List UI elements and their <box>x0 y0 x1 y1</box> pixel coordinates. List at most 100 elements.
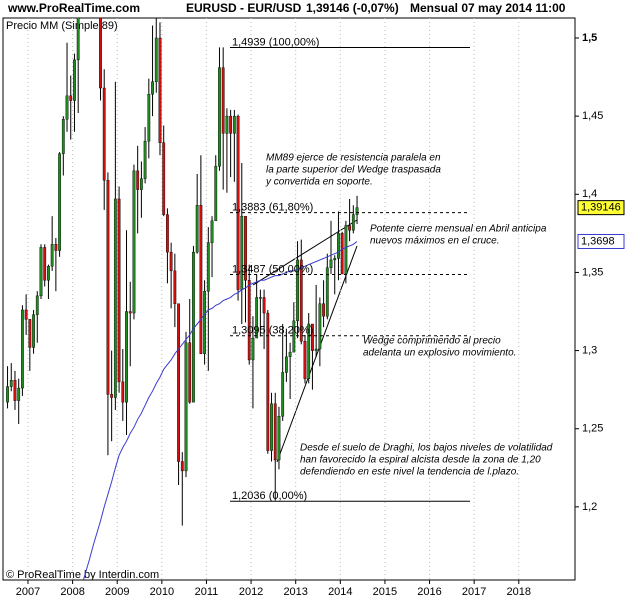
x-tick-label: 2017 <box>462 586 486 598</box>
site: www.ProRealTime.com <box>7 1 140 15</box>
annotation: y convertida en soporte. <box>265 177 373 188</box>
price-tag-label: 1,3698 <box>581 235 615 247</box>
annotation: nuevos máximos en el cruce. <box>370 236 500 247</box>
candle-body <box>32 314 35 348</box>
x-tick-label: 2010 <box>150 586 174 598</box>
candle-body <box>61 119 65 154</box>
candle-body <box>318 303 322 350</box>
candle-body <box>184 342 188 472</box>
candle-body <box>273 403 277 461</box>
x-tick-label: 2011 <box>195 586 219 598</box>
candle-body <box>110 394 114 398</box>
candle-body <box>162 142 166 215</box>
candle-body <box>232 115 236 134</box>
annotation: Desde el suelo de Draghi, los bajos nive… <box>300 443 553 454</box>
candle-body <box>325 267 329 317</box>
candle-body <box>169 251 173 272</box>
candle-body <box>125 311 128 403</box>
x-tick-label: 2014 <box>328 586 352 598</box>
x-tick-label: 2015 <box>373 586 397 598</box>
candle-body <box>355 207 359 215</box>
candle-body <box>73 59 76 101</box>
candle-body <box>344 225 348 275</box>
candle-body <box>284 356 288 373</box>
x-tick-label: 2013 <box>283 586 307 598</box>
candle-body <box>210 220 214 243</box>
legend-price: Precio <box>6 20 37 32</box>
candle-body <box>251 337 255 361</box>
annotation: Potente cierre mensual en Abril anticipa <box>370 224 547 235</box>
level-label: 1,2036 (0,00%) <box>232 490 307 502</box>
candle-body <box>65 95 69 120</box>
wedge <box>252 219 358 463</box>
candle-body <box>58 153 61 251</box>
annotation: defendiendo en este nivel la tendencia d… <box>300 467 519 478</box>
candle-body <box>225 115 229 134</box>
candle-body <box>329 259 333 268</box>
level-label: 1,4939 (100,00%) <box>232 36 319 48</box>
candle-body <box>214 165 218 222</box>
candle-body <box>76 18 80 61</box>
candle-body <box>351 214 355 231</box>
x-tick-label: 2008 <box>60 586 84 598</box>
candle-body <box>288 351 292 358</box>
annotation: han favorecido la espiral alcista desde … <box>300 455 541 466</box>
candle-body <box>147 94 151 142</box>
footer: © ProRealTime by Interdin.com <box>6 569 159 581</box>
y-tick-label: 1,2 <box>582 501 597 513</box>
price-tag-label: 1,39146 <box>581 202 621 214</box>
candle-body <box>292 320 296 353</box>
candle-body <box>35 295 39 315</box>
candle-body <box>247 280 251 361</box>
candle-body <box>106 180 110 395</box>
candle-body <box>24 309 28 320</box>
period: Mensual 07 may 2014 11:00 <box>410 1 566 15</box>
candle-body <box>39 247 43 297</box>
wedge-upper <box>252 219 358 286</box>
ma-line <box>82 241 358 580</box>
candle-body <box>340 233 344 275</box>
x-tick-label: 2007 <box>16 586 40 598</box>
candle-body <box>43 247 47 281</box>
x-tick-label: 2018 <box>507 586 531 598</box>
candle-body <box>333 258 337 261</box>
candle-body <box>322 303 325 317</box>
candle-body <box>337 233 340 259</box>
annotation: la parte superior del Wedge traspasada <box>266 165 441 176</box>
candle-body <box>47 265 50 281</box>
instrument: EURUSD - EUR/USD <box>186 1 302 15</box>
y-tick-label: 1,45 <box>582 110 603 122</box>
candle-body <box>299 259 303 342</box>
price-tag <box>577 200 625 216</box>
candle-body <box>221 67 225 134</box>
candle-body <box>21 309 24 389</box>
candle-body <box>117 198 121 383</box>
candle-body <box>102 87 106 181</box>
annotation: MM89 ejerce de resistencia paralela en <box>266 153 441 164</box>
candle-body <box>281 372 285 417</box>
candle-body <box>229 115 233 134</box>
candle-body <box>195 205 199 253</box>
candle-body <box>13 380 17 401</box>
x-tick-label: 2016 <box>417 586 441 598</box>
y-tick-label: 1,4 <box>582 188 597 200</box>
candle-body <box>6 386 9 403</box>
candle-body <box>307 323 311 379</box>
x-tick-label: 2009 <box>105 586 129 598</box>
level-label: 1,3095 (38,20%) <box>232 325 313 337</box>
candle-body <box>50 244 54 267</box>
annotation: Wedge comprimiendo al precio <box>363 336 501 347</box>
candle-body <box>348 225 352 231</box>
candle-body <box>128 311 132 314</box>
plot-area <box>2 17 576 581</box>
candle-body <box>270 403 273 451</box>
candle-body <box>177 303 180 462</box>
candle-body <box>218 67 221 167</box>
candle-body <box>303 340 307 379</box>
candle-body <box>244 215 247 281</box>
price-tag <box>577 233 625 249</box>
candle-body <box>17 387 21 401</box>
candle-body <box>277 416 281 461</box>
y-tick-label: 1,25 <box>582 423 603 435</box>
candle-body <box>154 37 158 82</box>
